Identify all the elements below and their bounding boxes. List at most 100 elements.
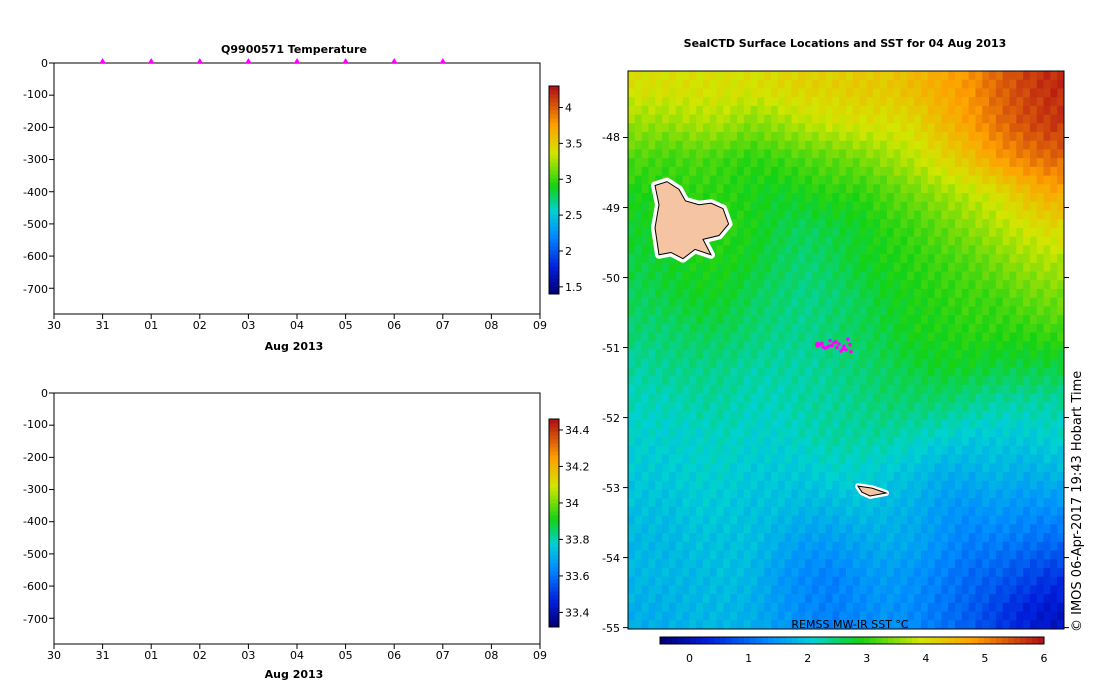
- sst-cell: [716, 166, 724, 177]
- sst-cell: [852, 515, 861, 525]
- sst-cell: [689, 306, 697, 316]
- sst-cell: [846, 245, 854, 255]
- sst-cell: [805, 358, 813, 369]
- sst-cell: [859, 97, 868, 107]
- sst-cell: [1050, 445, 1058, 456]
- sst-cell: [1009, 123, 1017, 133]
- sst-cell: [893, 297, 902, 308]
- sst-cell: [689, 280, 697, 290]
- sst-cell: [1016, 524, 1024, 534]
- sst-cell: [880, 158, 888, 168]
- sst-cell: [1036, 88, 1045, 98]
- sst-cell: [662, 323, 670, 334]
- sst-cell: [662, 463, 670, 473]
- sst-cell: [628, 254, 636, 264]
- sst-cell: [1050, 454, 1058, 464]
- sst-cell: [737, 350, 745, 360]
- sst-cell: [716, 271, 724, 281]
- sst-cell: [927, 480, 936, 491]
- sst-cell: [1002, 341, 1011, 351]
- sst-cell: [955, 541, 963, 552]
- sst-cell: [1002, 271, 1011, 281]
- sst-cell: [839, 515, 847, 525]
- sst-cell: [873, 97, 881, 107]
- sst-cell: [914, 184, 922, 194]
- sst-cell: [961, 367, 970, 377]
- sst-cell: [866, 402, 874, 412]
- sst-cell: [852, 411, 861, 421]
- sst-cell: [982, 323, 990, 334]
- sst-cell: [886, 367, 895, 377]
- sst-cell: [832, 524, 840, 534]
- sst-cell: [771, 288, 779, 299]
- sst-cell: [730, 350, 738, 360]
- sst-cell: [641, 393, 650, 403]
- sst-cell: [1016, 132, 1024, 142]
- sst-cell: [982, 393, 990, 403]
- sst-cell: [668, 315, 677, 325]
- sst-cell: [628, 236, 636, 246]
- salinity-x-tick: 07: [436, 649, 450, 662]
- sst-cell: [1002, 533, 1011, 543]
- colorbar-segment: [549, 262, 559, 267]
- sst-cell: [737, 254, 745, 264]
- sst-cell: [1043, 166, 1051, 177]
- sst-cell: [641, 227, 650, 238]
- profile-marker: [342, 58, 349, 63]
- sst-cell: [750, 445, 759, 456]
- sst-cell: [832, 280, 840, 290]
- sst-cell: [777, 158, 786, 168]
- sst-cell: [1002, 97, 1011, 107]
- sst-cell: [995, 201, 1004, 212]
- sst-cell: [907, 280, 915, 290]
- colorbar-segment: [549, 563, 559, 568]
- sst-cell: [866, 149, 874, 159]
- sst-cell: [1029, 175, 1038, 185]
- sst-cell: [968, 79, 977, 90]
- sst-cell: [907, 105, 915, 116]
- sst-cell: [675, 114, 684, 124]
- sst-cell: [723, 524, 731, 534]
- sst-cell: [805, 210, 813, 220]
- sst-cell: [655, 524, 663, 534]
- sst-cell: [975, 280, 983, 290]
- sst-cell: [805, 79, 813, 90]
- temperature-y-tick-0: 0: [41, 57, 48, 70]
- sst-cell: [1009, 227, 1017, 238]
- sst-cell: [1016, 184, 1024, 194]
- sst-cell: [941, 367, 949, 377]
- sst-cell: [641, 533, 650, 543]
- sst-cell: [1029, 358, 1038, 369]
- sst-cell: [682, 105, 690, 116]
- sst-cell: [771, 533, 779, 543]
- sst-cell: [662, 515, 670, 525]
- colorbar-segment: [549, 150, 559, 155]
- sst-cell: [1002, 498, 1011, 508]
- sst-cell: [914, 454, 922, 464]
- sst-cell: [668, 132, 677, 142]
- sst-cell: [791, 245, 799, 255]
- sst-cell: [811, 376, 820, 386]
- sst-cell: [825, 332, 833, 342]
- sst-cell: [805, 219, 813, 229]
- sst-cell: [914, 262, 922, 273]
- sst-cell: [784, 367, 793, 377]
- sst-cell: [1043, 219, 1051, 229]
- sst-cell: [880, 288, 888, 299]
- sst-cell: [791, 472, 799, 482]
- sst-cell: [900, 210, 908, 220]
- sst-cell: [859, 140, 868, 151]
- sst-cell: [1050, 123, 1058, 133]
- sst-cell: [948, 166, 956, 177]
- sst-cell: [743, 332, 752, 342]
- sst-cell: [968, 341, 977, 351]
- sst-cell: [989, 210, 997, 220]
- colorbar-segment: [549, 274, 559, 279]
- sst-cell: [757, 489, 765, 499]
- sst-cell: [730, 533, 738, 543]
- sst-cell: [880, 358, 888, 369]
- colorbar-segment: [549, 487, 559, 492]
- sst-cell: [641, 297, 650, 308]
- sst-cell: [1009, 140, 1017, 151]
- sst-cell: [832, 506, 840, 517]
